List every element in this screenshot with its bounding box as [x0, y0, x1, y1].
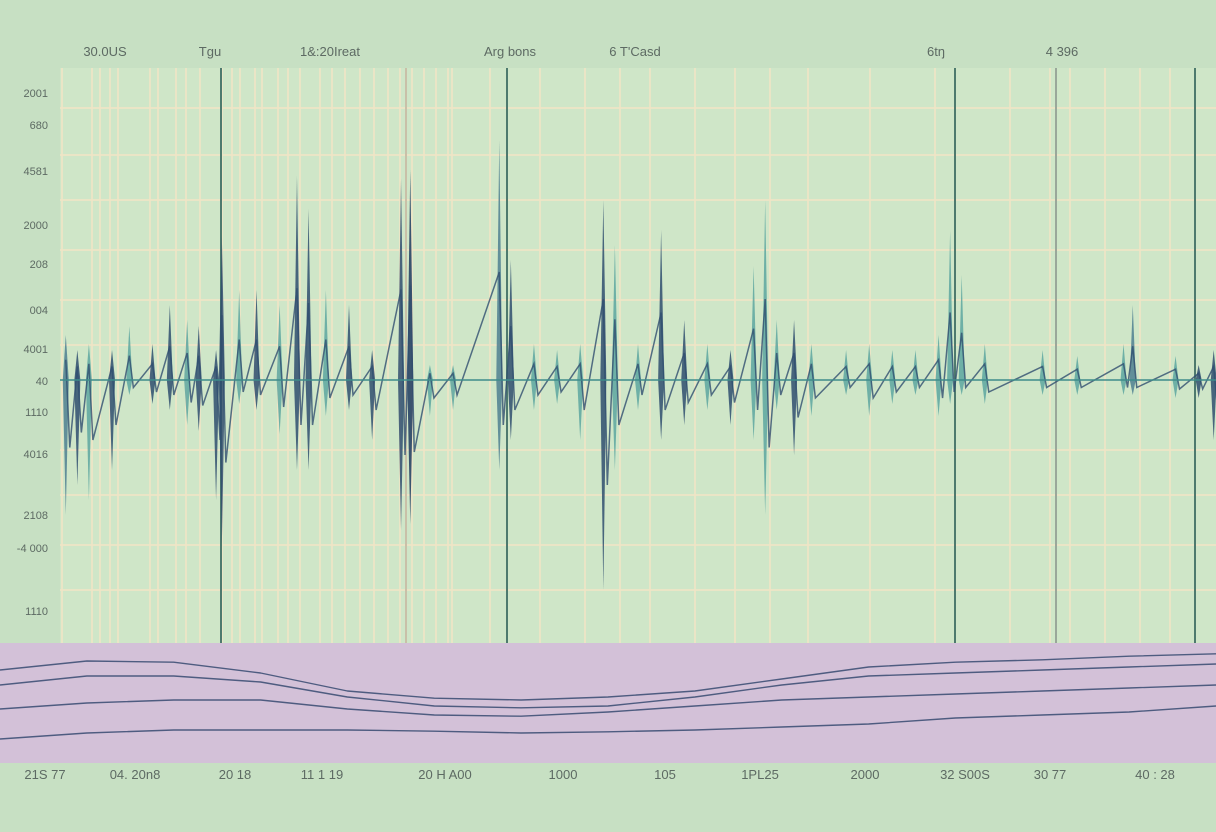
- waveform-spike: [600, 200, 607, 590]
- waveform-spike: [773, 320, 780, 410]
- waveform-spike: [369, 350, 376, 440]
- top-label: 30.0US: [83, 44, 127, 59]
- waveform-spike: [704, 344, 711, 410]
- y-tick-label: 680: [29, 120, 48, 132]
- waveform-spike: [322, 290, 329, 416]
- top-label: 6 T'Casd: [609, 44, 661, 59]
- x-tick-label: 40 : 28: [1135, 767, 1175, 782]
- x-tick-label: 32 S00S: [940, 767, 990, 782]
- waveform-spike: [889, 350, 896, 404]
- waveform-spike: [577, 344, 584, 440]
- waveform-spike: [530, 344, 537, 410]
- waveform-spike: [1039, 350, 1046, 395]
- y-tick-label: 4016: [23, 449, 48, 461]
- waveform-spike: [1120, 344, 1127, 395]
- waveform-spike: [658, 230, 665, 440]
- waveform-spike: [293, 176, 300, 470]
- waveform-spike: [791, 320, 798, 455]
- waveform-spike: [935, 335, 942, 416]
- waveform-spike: [496, 140, 503, 470]
- y-tick-label: 4581: [23, 166, 48, 178]
- waveform-spike: [305, 209, 312, 470]
- top-label: Tgu: [198, 44, 222, 59]
- y-tick-label: 004: [29, 305, 48, 317]
- top-label: 6tŋ: [926, 44, 946, 59]
- band-series-line: [0, 684, 1216, 717]
- waveform-spike: [218, 236, 225, 545]
- waveform-spike: [166, 305, 173, 410]
- top-label: 4 396: [1045, 44, 1079, 59]
- waveform-spike: [407, 170, 414, 524]
- y-tick-label: 1110: [25, 407, 48, 419]
- waveform-spike: [346, 305, 352, 410]
- waveform-spike: [635, 344, 641, 410]
- x-tick-label: 1PL25: [741, 767, 779, 782]
- band-series-line: [0, 705, 1216, 740]
- waveform-spike: [750, 266, 757, 440]
- waveform-spike: [184, 320, 191, 425]
- waveform-spike: [762, 200, 769, 515]
- waveform-spike: [554, 350, 561, 404]
- waveform-spike: [507, 260, 514, 440]
- waveform-spike: [398, 179, 405, 530]
- waveform-spike: [276, 305, 283, 434]
- waveform-spike: [1172, 356, 1179, 398]
- x-tick-label: 1000: [548, 767, 578, 782]
- x-tick-label: 11 1 19: [300, 767, 344, 782]
- band-series-line: [0, 663, 1216, 709]
- x-tick-label: 30 77: [1033, 767, 1067, 782]
- waveform-spike: [1074, 356, 1081, 395]
- lower-band: [0, 643, 1216, 763]
- top-label: Arg bons: [483, 44, 537, 59]
- y-tick-label: 1110: [25, 606, 48, 618]
- waveform-spike: [681, 320, 688, 425]
- y-tick-label: 2108: [23, 510, 48, 522]
- waveform-spike: [843, 350, 850, 395]
- x-tick-label: 2000: [850, 767, 880, 782]
- y-tick-label: 2000: [23, 220, 48, 232]
- y-tick-label: 4001: [23, 344, 48, 356]
- band-series-line: [0, 653, 1216, 701]
- waveform-spike: [195, 326, 202, 431]
- x-tick-label: 21S 77: [24, 767, 66, 782]
- y-tick-label: -4 000: [16, 543, 48, 555]
- waveform-line: [65, 271, 1216, 486]
- top-label: 1&:20Ireat: [300, 44, 360, 59]
- x-tick-label: 105: [654, 767, 676, 782]
- x-tick-label: 20 H A00: [418, 767, 472, 782]
- waveform-spike: [149, 344, 156, 404]
- waveform-spike: [912, 350, 919, 395]
- waveform-spike: [981, 344, 988, 404]
- x-tick-label: 04. 20n8: [109, 767, 161, 782]
- y-tick-label: 208: [29, 259, 48, 271]
- y-tick-label: 40: [35, 376, 48, 388]
- x-tick-label: 20 18: [218, 767, 252, 782]
- y-tick-label: 2001: [23, 88, 48, 100]
- waveform-spike: [611, 245, 618, 470]
- waveform-spike: [1195, 365, 1202, 398]
